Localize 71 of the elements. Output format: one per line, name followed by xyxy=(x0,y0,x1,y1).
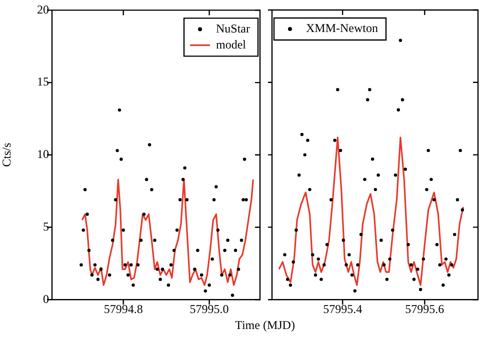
point xyxy=(204,289,208,293)
point xyxy=(120,158,123,161)
point xyxy=(123,263,127,266)
point xyxy=(183,166,186,170)
point xyxy=(208,284,211,287)
point xyxy=(108,273,112,277)
point xyxy=(166,284,170,287)
point xyxy=(228,273,232,277)
point xyxy=(223,248,226,252)
point xyxy=(142,212,146,216)
point xyxy=(193,268,196,271)
point xyxy=(80,263,83,266)
point xyxy=(126,273,130,277)
y-tick-label: 15 xyxy=(37,74,49,89)
point xyxy=(90,273,94,277)
point xyxy=(240,238,244,242)
y-tick-label: 20 xyxy=(37,2,49,16)
point xyxy=(150,188,154,192)
point xyxy=(172,248,176,252)
point xyxy=(236,268,240,271)
point xyxy=(148,143,152,146)
point xyxy=(132,284,135,287)
x-axis-title: Time (MJD) xyxy=(234,318,296,333)
point xyxy=(169,263,173,266)
point xyxy=(160,268,164,271)
point xyxy=(196,248,200,252)
y-axis-title: Cts/s xyxy=(0,142,14,167)
point xyxy=(136,263,140,266)
point xyxy=(144,178,148,182)
point xyxy=(200,273,204,277)
point xyxy=(99,268,103,271)
point xyxy=(156,268,159,271)
point xyxy=(234,248,238,252)
point xyxy=(242,198,245,202)
point xyxy=(212,198,216,202)
point xyxy=(244,198,248,202)
point xyxy=(82,228,85,232)
point xyxy=(87,248,91,252)
legend-label: NuStar xyxy=(216,21,250,36)
point xyxy=(214,185,218,188)
point xyxy=(114,198,118,202)
point xyxy=(129,263,133,266)
y-tick-label: 10 xyxy=(37,147,49,162)
point xyxy=(175,228,179,232)
x-tick-label: 57994.8 xyxy=(104,302,143,316)
point xyxy=(216,228,220,232)
point xyxy=(118,108,122,112)
point xyxy=(86,212,89,216)
point xyxy=(116,148,119,152)
x-tick-label: 57995.6 xyxy=(405,302,444,316)
point xyxy=(110,238,114,242)
point xyxy=(226,238,230,242)
point xyxy=(242,158,246,161)
point xyxy=(139,238,143,242)
point xyxy=(210,257,214,261)
point xyxy=(83,188,87,192)
point xyxy=(220,273,224,277)
point xyxy=(93,263,97,266)
legend-label: XMM-Newton xyxy=(306,21,378,36)
point xyxy=(96,278,100,281)
legend-label: model xyxy=(216,37,247,52)
point xyxy=(158,278,162,281)
point xyxy=(181,178,185,182)
point xyxy=(185,198,189,202)
x-tick-label: 57995.0 xyxy=(190,302,229,316)
point xyxy=(178,198,182,202)
point xyxy=(122,228,125,232)
x-tick-label: 57995.4 xyxy=(323,302,362,316)
point xyxy=(230,294,234,297)
y-tick-label: 5 xyxy=(43,219,49,234)
point xyxy=(153,238,156,242)
